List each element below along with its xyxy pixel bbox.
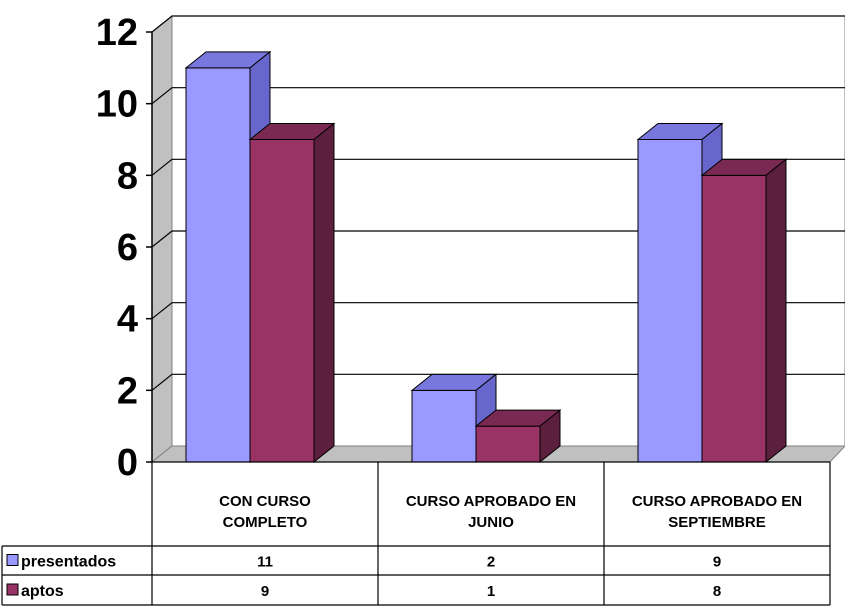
category-label: JUNIO — [468, 514, 514, 531]
y-tick-label: 4 — [117, 299, 138, 341]
category-label: COMPLETO — [223, 514, 308, 531]
bar-side-aptos-0 — [313, 122, 335, 464]
legend-swatch-aptos — [6, 583, 19, 596]
legend-swatch-presentados — [6, 554, 19, 566]
y-tick-label: 0 — [117, 442, 138, 484]
bars — [184, 50, 788, 464]
gridline — [151, 158, 845, 176]
gridline — [151, 87, 845, 105]
y-tick-label: 2 — [117, 370, 138, 412]
data-label-presentados: 2 — [487, 554, 495, 571]
legend-label-presentados: presentados — [21, 554, 116, 571]
y-tick-label: 10 — [96, 84, 138, 126]
gridline — [151, 15, 845, 33]
gridlines — [151, 15, 845, 391]
category-label: SEPTIEMBRE — [668, 514, 766, 531]
bar-aptos-1 — [475, 425, 541, 463]
data-label-presentados: 11 — [257, 554, 273, 571]
data-label-aptos: 9 — [261, 583, 269, 600]
category-label: CURSO APROBADO EN — [632, 493, 802, 510]
y-tick-label: 6 — [117, 227, 138, 269]
data-label-presentados: 9 — [713, 554, 721, 571]
bar-presentados-0 — [185, 67, 251, 463]
gridline — [151, 230, 845, 248]
category-label: CURSO APROBADO EN — [406, 493, 576, 510]
bar-presentados-2 — [637, 139, 703, 463]
y-tick-label: 12 — [96, 12, 138, 54]
y-axis: 0 2 4 6 8 10 12 — [96, 12, 153, 484]
category-label: CON CURSO — [219, 493, 311, 510]
data-table: CON CURSO COMPLETO CURSO APROBADO EN JUNIO C… — [1, 461, 831, 606]
legend-label-aptos: aptos — [21, 583, 64, 600]
data-label-aptos: 1 — [487, 583, 495, 600]
data-label-aptos: 8 — [713, 583, 721, 600]
bar-side-aptos-2 — [765, 158, 787, 464]
gridline — [151, 302, 845, 320]
bar-aptos-2 — [701, 174, 767, 463]
bar-aptos-0 — [249, 139, 315, 463]
y-tick-label: 8 — [117, 155, 138, 197]
bar-presentados-1 — [411, 389, 477, 463]
bar-side-aptos-1 — [539, 409, 561, 464]
gridline — [151, 373, 845, 391]
